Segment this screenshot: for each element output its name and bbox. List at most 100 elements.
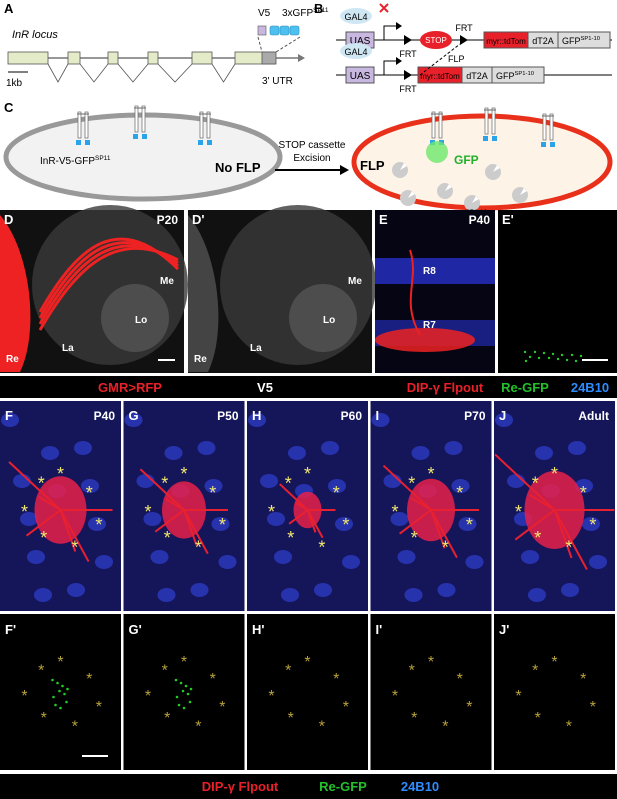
label: GFPSP1-10 (496, 71, 535, 81)
asterisk: * (164, 710, 170, 727)
r7-terminal (375, 328, 475, 352)
asterisk: * (343, 699, 349, 716)
asterisk: * (333, 483, 340, 503)
asterisk: * (580, 671, 586, 688)
panel-label: E (379, 212, 388, 227)
asterisk: * (551, 464, 558, 484)
asterisk: * (589, 515, 596, 535)
shape (379, 3, 389, 13)
gfp-tag (541, 142, 546, 147)
panel-label: J' (499, 622, 509, 637)
micrograph (370, 614, 492, 770)
label-sup: SP11 (95, 155, 111, 162)
shape (345, 66, 375, 84)
asterisk: * (181, 654, 187, 671)
nucleus (390, 512, 409, 526)
asterisk: * (515, 688, 521, 705)
label: R8 (423, 266, 436, 277)
label-sup: SP11 (313, 7, 329, 14)
utr-box (261, 51, 277, 65)
label: 1kb (6, 78, 23, 89)
gfp-speck (177, 703, 181, 707)
label-base: GFP (496, 71, 515, 81)
nucleus (404, 588, 423, 602)
asterisk: * (442, 719, 448, 736)
asterisk: * (532, 663, 538, 680)
label: P40 (469, 213, 491, 227)
shape (472, 196, 479, 203)
asterisk: * (268, 688, 274, 705)
legend-text: 24B10 (571, 380, 609, 395)
legend-text: 24B10 (401, 779, 439, 794)
gfp-speck (174, 678, 178, 682)
dendrite (59, 509, 90, 563)
label-sup: SP1-10 (515, 71, 535, 77)
receptor (542, 113, 547, 141)
gfp-tag (483, 136, 488, 141)
exon (191, 51, 213, 65)
region-label: Re (194, 354, 207, 365)
nucleus (197, 441, 216, 455)
gfp-speck (175, 695, 179, 699)
nucleus (211, 517, 230, 531)
label: myr::tdTom (486, 37, 526, 46)
gfp-speck (523, 350, 527, 354)
asterisk: * (209, 483, 216, 503)
shape (289, 284, 357, 352)
label: FRT (455, 23, 473, 33)
asterisk: * (565, 537, 572, 557)
nucleus (81, 479, 99, 493)
intron (117, 63, 149, 83)
dendrite (8, 461, 62, 511)
asterisk: * (145, 688, 151, 705)
asterisk: * (534, 528, 541, 548)
label: 3' UTR (262, 76, 293, 87)
region-label: La (250, 343, 262, 354)
label: GAL4 (344, 47, 367, 57)
legend-bar (0, 774, 617, 799)
nucleus (74, 441, 92, 455)
region-label: Me (348, 276, 362, 287)
asterisk: * (551, 654, 557, 671)
dendrite (139, 468, 185, 511)
asterisk: * (408, 473, 415, 493)
nucleus (437, 583, 456, 597)
nucleus (535, 446, 553, 460)
panel-label: F' (5, 622, 16, 637)
micrograph (0, 614, 121, 770)
asterisk: * (219, 699, 225, 716)
receptor (199, 111, 204, 139)
shape (419, 43, 461, 76)
nucleus (281, 588, 299, 602)
asterisk: * (428, 654, 434, 671)
nucleus (458, 517, 477, 531)
exon (147, 51, 159, 65)
asterisk: * (41, 710, 47, 727)
label: FRT (399, 49, 417, 59)
nucleus (328, 479, 346, 493)
nucleus (568, 441, 586, 455)
nucleus (371, 413, 390, 427)
gfp-tag (492, 136, 497, 141)
exon (7, 51, 49, 65)
label: R7 (423, 320, 436, 331)
gfp-speck (52, 695, 55, 699)
frt-site (460, 35, 468, 45)
nucleus (528, 588, 546, 602)
gfp-speck (51, 678, 54, 682)
nucleus (20, 512, 38, 526)
gfp-speck (570, 353, 574, 357)
receptor (141, 105, 146, 133)
gfp-speck (56, 681, 59, 685)
asterisk: * (38, 473, 45, 493)
asterisk: * (219, 515, 226, 535)
asterisk: * (95, 515, 102, 535)
dendrite (382, 464, 432, 511)
asterisk: * (457, 671, 463, 688)
asterisk: * (442, 537, 449, 557)
receptor (431, 111, 436, 139)
gfp-speck (59, 706, 62, 710)
nucleus (95, 555, 113, 569)
label: V5 (258, 8, 271, 19)
